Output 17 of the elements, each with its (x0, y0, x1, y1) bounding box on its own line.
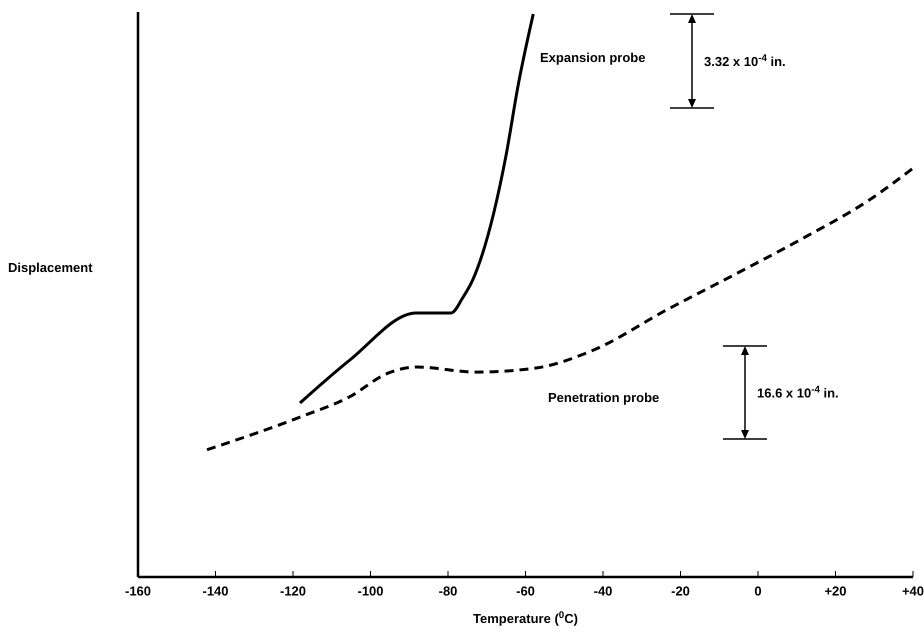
x-tick-label: -20 (671, 584, 690, 599)
x-tick-label: -160 (124, 584, 152, 599)
x-tick-label: -100 (357, 584, 384, 599)
annotation: 3.32 x 10$^{-4}$ in. (704, 52, 786, 69)
x-tick-label: 0 (754, 584, 762, 599)
x-tick-label: -140 (202, 584, 229, 599)
series-label: Expansion probe (540, 50, 646, 65)
x-tick-label: -60 (516, 584, 535, 599)
x-tick-label: -40 (594, 584, 612, 599)
x-tick-label: -80 (438, 584, 458, 599)
series-label: Penetration probe (548, 390, 660, 405)
x-tick-label: -120 (280, 584, 306, 599)
annotation: 16.6 x 10$^{-4}$ in. (757, 384, 839, 400)
x-axis-title: Temperature ($^{0}$C) (473, 610, 578, 626)
x-tick-label: +40 (902, 584, 924, 599)
y-axis-title: Displacement (8, 260, 94, 275)
x-tick-label: +20 (824, 584, 847, 599)
